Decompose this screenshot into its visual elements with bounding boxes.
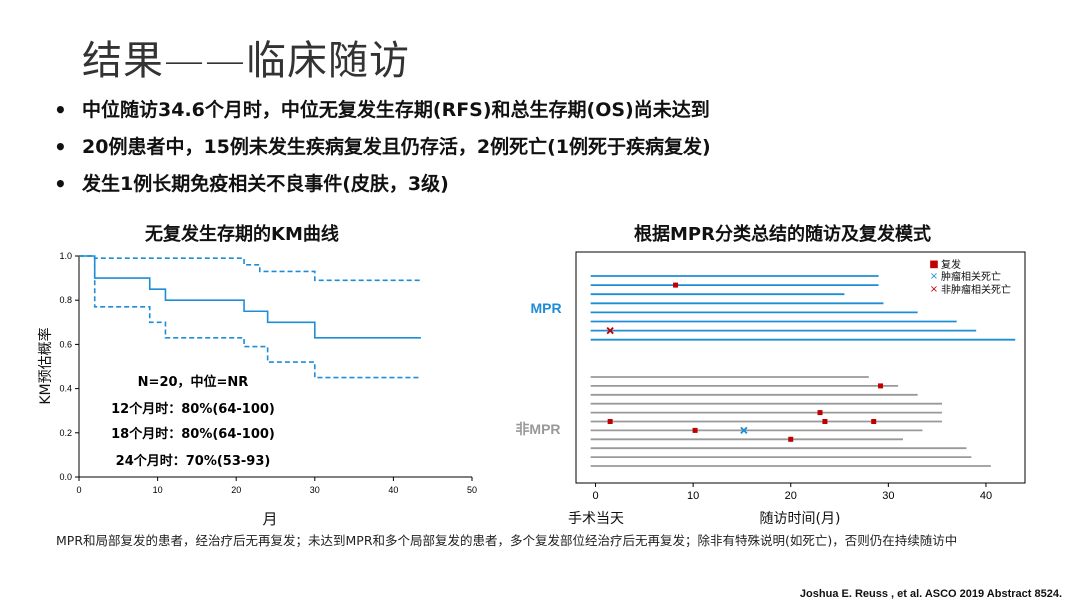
recurrence-marker <box>673 282 679 288</box>
bullet-dot: • <box>54 98 67 122</box>
km-ci-line <box>79 255 421 379</box>
km-chart-title: 无复发生存期的KM曲线 <box>145 224 339 245</box>
legend-symbol: ■ <box>929 259 938 270</box>
bullet-dot: • <box>54 172 67 196</box>
recurrence-marker <box>788 436 794 442</box>
citation: Joshua E. Reuss , et al. ASCO 2019 Abstr… <box>799 588 1062 600</box>
bullet-text: 中位随访34.6个月时，中位无复发生存期(RFS)和总生存期(OS)尚未达到 <box>82 99 710 121</box>
recurrence-marker <box>878 383 884 389</box>
legend-label: 肿瘤相关死亡 <box>941 270 1001 283</box>
swimmer-x-axis-label-left: 手术当天 <box>568 511 624 527</box>
bullet-list: • 中位随访34.6个月时，中位无复发生存期(RFS)和总生存期(OS)尚未达到 … <box>50 92 711 203</box>
swimmer-x-tick-label: 30 <box>882 490 894 502</box>
km-y-tick-label: 0.0 <box>59 472 72 482</box>
km-x-tick-label: 50 <box>467 485 477 495</box>
km-x-tick-label: 30 <box>310 485 320 495</box>
recurrence-marker <box>817 410 823 416</box>
legend-symbol: × <box>930 284 938 295</box>
km-annotation: 12个月时：80%(64-100) <box>111 401 275 417</box>
footnote: MPR和局部复发的患者，经治疗后无再复发；未达到MPR和多个局部复发的患者，多个… <box>56 533 958 548</box>
km-y-tick-label: 0.8 <box>59 295 72 305</box>
slide-title: 结果——临床随访 <box>82 38 410 84</box>
km-x-tick-label: 0 <box>76 485 81 495</box>
recurrence-marker <box>871 419 877 424</box>
bullet-dot: • <box>54 135 67 159</box>
swimmer-plot-frame <box>575 251 1026 484</box>
km-y-tick-label: 0.4 <box>59 384 72 394</box>
legend-label: 复发 <box>941 258 961 271</box>
bullet-text: 20例患者中，15例未发生疾病复发且仍存活，2例死亡(1例死于疾病复发) <box>82 136 711 158</box>
bullet-item: • 中位随访34.6个月时，中位无复发生存期(RFS)和总生存期(OS)尚未达到 <box>50 92 711 129</box>
swimmer-group-label: MPR <box>530 300 561 316</box>
km-y-tick-label: 0.2 <box>59 428 72 438</box>
km-survival-line <box>79 255 421 339</box>
bullet-item: • 发生1例长期免疫相关不良事件(皮肤，3级) <box>50 166 711 203</box>
bullet-item: • 20例患者中，15例未发生疾病复发且仍存活，2例死亡(1例死于疾病复发) <box>50 129 711 166</box>
swimmer-x-tick-label: 20 <box>785 490 797 502</box>
recurrence-marker <box>692 427 698 433</box>
swimmer-x-tick-label: 0 <box>592 490 598 502</box>
non-tumor-death-marker <box>606 326 614 335</box>
km-y-tick-label: 1.0 <box>59 251 72 261</box>
legend-symbol: × <box>930 271 938 282</box>
km-y-tick-label: 0.6 <box>59 339 72 349</box>
swimmer-chart-title: 根据MPR分类总结的随访及复发模式 <box>634 224 931 245</box>
km-annotation: 18个月时：80%(64-100) <box>111 426 275 442</box>
swimmer-group-label: 非MPR <box>515 421 560 437</box>
recurrence-marker <box>822 419 828 424</box>
swimmer-x-tick-label: 10 <box>687 490 699 502</box>
km-annotation: 24个月时：70%(53-93) <box>116 453 271 469</box>
bullet-text: 发生1例长期免疫相关不良事件(皮肤，3级) <box>82 173 449 195</box>
legend-label: 非肿瘤相关死亡 <box>941 283 1011 296</box>
km-x-axis-label: 月 <box>262 510 277 528</box>
km-annotation: N=20，中位=NR <box>138 374 249 390</box>
km-x-tick-label: 40 <box>388 485 398 495</box>
swimmer-x-tick-label: 40 <box>980 490 992 502</box>
tumor-death-marker <box>740 426 748 435</box>
km-x-tick-label: 20 <box>231 485 241 495</box>
km-y-axis-label: KM预估概率 <box>37 327 54 404</box>
recurrence-marker <box>607 419 613 424</box>
swimmer-x-axis-label: 随访时间(月) <box>760 511 841 527</box>
km-x-tick-label: 10 <box>153 485 163 495</box>
